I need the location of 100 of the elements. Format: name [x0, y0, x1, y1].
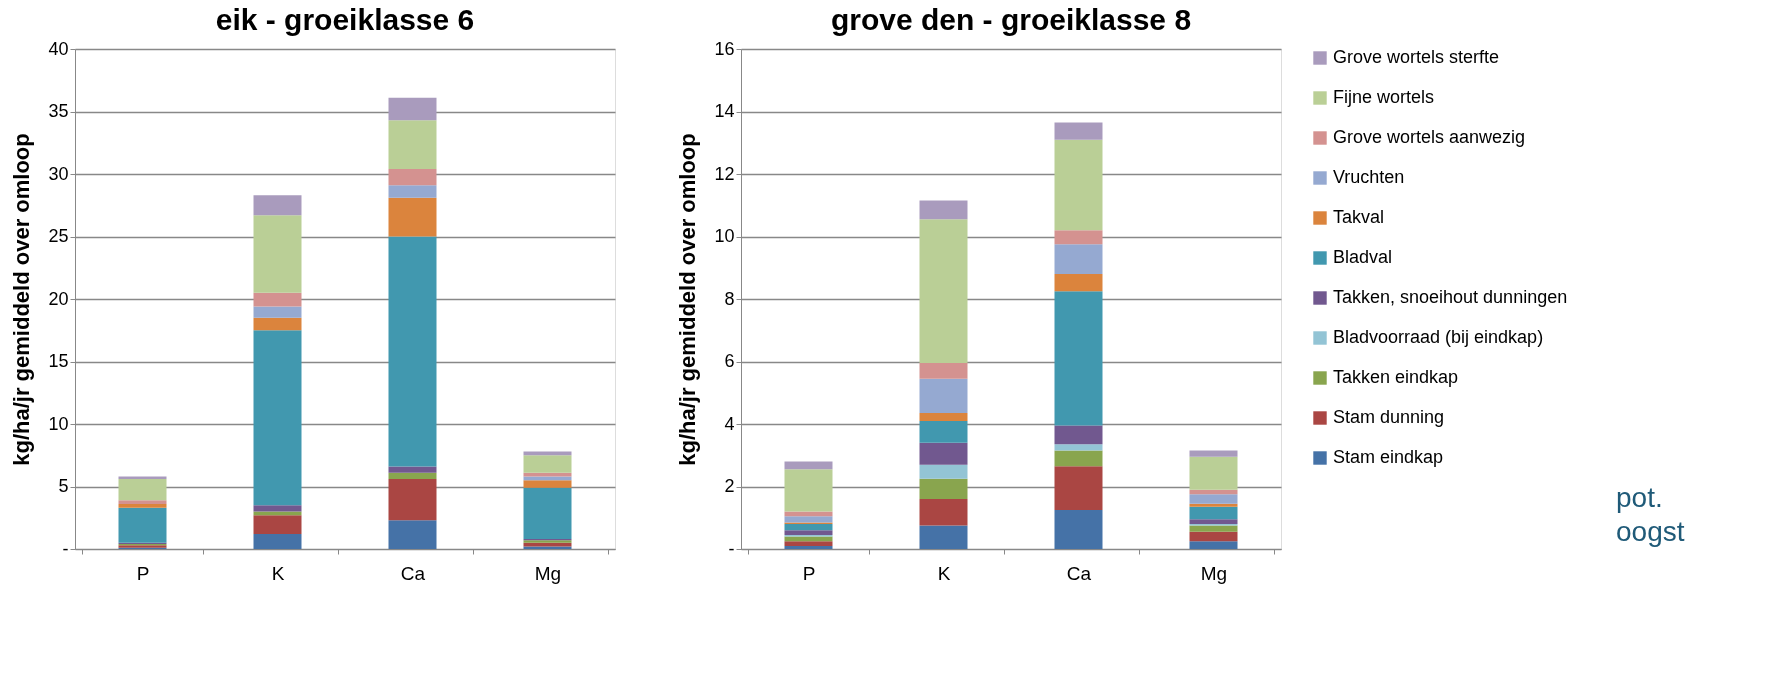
bar [253, 195, 302, 216]
bar [919, 499, 968, 526]
y-tick-label: 8 [724, 288, 735, 309]
legend-label: Vruchten [1333, 167, 1405, 187]
bar [919, 442, 968, 465]
y-axis-title: kg/ha/jr gemiddeld over omloop [675, 133, 701, 466]
y-tick-label: 4 [724, 413, 735, 434]
bar [388, 97, 437, 121]
bar [388, 472, 437, 479]
bar [784, 524, 833, 531]
bar [253, 215, 302, 293]
legend-label: Grove wortels aanwezig [1333, 127, 1526, 147]
bar [919, 413, 968, 421]
y-tick-label: 35 [48, 101, 69, 121]
bar [388, 479, 437, 521]
bar [1054, 230, 1103, 245]
bar [1054, 274, 1103, 292]
bar [784, 516, 833, 523]
bar [1189, 450, 1238, 457]
x-tick-label: Ca [400, 562, 426, 584]
bar [919, 478, 968, 499]
y-tick-label: 6 [724, 351, 735, 371]
bar [118, 507, 167, 543]
chart-title: eik - groeiklasse 6 [215, 3, 475, 36]
bar [388, 120, 437, 169]
bar [919, 464, 968, 479]
bar [1054, 291, 1103, 426]
bar [253, 515, 302, 534]
bar [1054, 244, 1103, 274]
bar [523, 480, 572, 488]
y-tick-label: 5 [58, 476, 69, 496]
bar [523, 487, 572, 539]
bar [523, 472, 572, 477]
legend-label: Bladval [1333, 247, 1393, 267]
bar [1189, 503, 1238, 507]
bar [388, 185, 437, 198]
y-tick-label: 12 [714, 163, 735, 184]
bar [253, 292, 302, 307]
chart-title: grove den - groeiklasse 8 [830, 3, 1192, 36]
bar [1189, 506, 1238, 520]
y-tick-label: 30 [48, 163, 69, 184]
legend-label: Stam dunning [1333, 407, 1445, 427]
bar [784, 461, 833, 470]
legend-label: Fijne wortels [1333, 87, 1435, 107]
bar [784, 545, 833, 549]
bar [118, 479, 167, 501]
bar [784, 469, 833, 512]
y-tick-label: 15 [48, 351, 69, 371]
bar [1189, 519, 1238, 524]
bar [919, 363, 968, 379]
x-tick-label: K [937, 562, 951, 584]
y-tick-label: 10 [48, 413, 69, 434]
bar [253, 505, 302, 512]
bar [388, 169, 437, 186]
bar [784, 541, 833, 546]
y-tick-label: 20 [48, 288, 69, 309]
x-tick-label: Mg [534, 562, 562, 584]
bar [919, 378, 968, 414]
bar [1189, 456, 1238, 490]
bar [1054, 444, 1103, 451]
legend-label: Grove wortels sterfte [1333, 47, 1500, 67]
y-tick-label: - [728, 538, 735, 559]
y-tick-label: 25 [48, 226, 69, 246]
bar [253, 534, 302, 549]
y-tick-label: 16 [714, 38, 735, 59]
bar [388, 466, 437, 473]
legend-label: Bladvoorraad (bij eindkap) [1333, 327, 1544, 347]
bar [919, 200, 968, 220]
y-tick-label: 10 [714, 226, 735, 246]
legend-label: Takken, snoeihout dunningen [1333, 287, 1568, 307]
legend-label: Takken eindkap [1333, 367, 1459, 387]
legend-label: Takval [1333, 207, 1385, 227]
x-tick-label: Ca [1066, 562, 1092, 584]
bar [784, 530, 833, 535]
bar [388, 520, 437, 549]
y-tick-label: - [62, 538, 69, 559]
x-tick-label: K [271, 562, 285, 584]
bar [1054, 450, 1103, 467]
bar [1054, 466, 1103, 510]
bar [1189, 494, 1238, 504]
bar [919, 525, 968, 549]
x-tick-label: P [802, 562, 816, 584]
bar [388, 236, 437, 467]
bar [253, 306, 302, 318]
bar [1054, 509, 1103, 549]
bar [919, 420, 968, 443]
bar [118, 504, 167, 508]
bar [253, 317, 302, 331]
x-tick-label: Mg [1200, 562, 1228, 584]
y-axis-title: kg/ha/jr gemiddeld over omloop [9, 133, 35, 466]
bar [1189, 525, 1238, 532]
bar [388, 197, 437, 237]
bar [523, 542, 572, 547]
bar [1054, 425, 1103, 445]
x-tick-label: P [136, 562, 150, 584]
text: pot. oogst [1616, 482, 1685, 547]
bar [118, 500, 167, 504]
bar [523, 455, 572, 473]
bar [1054, 139, 1103, 231]
y-tick-label: 2 [724, 476, 735, 496]
